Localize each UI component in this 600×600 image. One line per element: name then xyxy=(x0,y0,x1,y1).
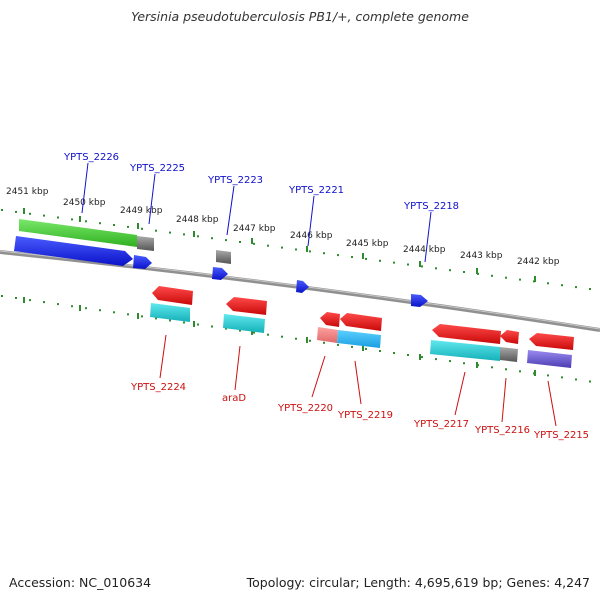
gene-label-ypts-2220[interactable]: YPTS_2220 xyxy=(277,403,333,414)
kbp-label: 2446 kbp xyxy=(290,231,333,241)
gene-arrow-ypts-2226[interactable] xyxy=(14,236,133,266)
gene-label-ypts-2225[interactable]: YPTS_2225 xyxy=(129,163,185,174)
gene-label-ypts-2226[interactable]: YPTS_2226 xyxy=(63,152,119,163)
gene-arrow-ypts-2216[interactable] xyxy=(500,330,519,344)
gene-label-ypts-2216[interactable]: YPTS_2216 xyxy=(474,425,530,436)
gene-arrow-ypts-2220[interactable] xyxy=(320,312,340,327)
upper-scale-track xyxy=(1,209,591,290)
kbp-label: 2447 kbp xyxy=(233,224,276,234)
gene-arrow-ypts-2223[interactable] xyxy=(212,267,228,280)
gene-label-ypts-2221[interactable]: YPTS_2221 xyxy=(288,185,344,196)
gene-label-ypts-2217[interactable]: YPTS_2217 xyxy=(413,419,469,430)
gene-arrow-ypts-2221[interactable] xyxy=(296,280,309,293)
gene-label-ypts-2218[interactable]: YPTS_2218 xyxy=(403,201,459,212)
gene-arrow-ypts-2224[interactable] xyxy=(152,286,193,305)
gene-label-ypts-2224[interactable]: YPTS_2224 xyxy=(130,382,186,393)
gene-arrow-ypts-2218[interactable] xyxy=(411,294,428,307)
gene-label-ypts-2223[interactable]: YPTS_2223 xyxy=(207,175,263,186)
cyan-annotation-ypts-2217[interactable] xyxy=(430,340,500,361)
accession-label: Accession: NC_010634 xyxy=(9,575,152,590)
gene-arrow-ypts-2217[interactable] xyxy=(432,324,501,344)
lower-scale-track xyxy=(1,295,591,383)
kbp-label: 2448 kbp xyxy=(176,215,219,225)
top-gene-leaders xyxy=(81,162,432,263)
upper-scale-ticks xyxy=(23,208,536,282)
gray-annotation-ypts-2216[interactable] xyxy=(500,347,518,362)
gene-arrow-ypts-2215[interactable] xyxy=(529,333,574,350)
gene-label-ypts-2219[interactable]: YPTS_2219 xyxy=(337,410,393,421)
bottom-gene-leaders xyxy=(159,334,557,427)
kbp-label: 2449 kbp xyxy=(120,206,163,216)
pink-annotation-ypts-2220[interactable] xyxy=(317,327,338,343)
cyan-annotation-ypts-2224[interactable] xyxy=(150,303,190,322)
kbp-label: 2443 kbp xyxy=(460,251,503,261)
kbp-label: 2450 kbp xyxy=(63,198,106,208)
cyan-annotation-arad[interactable] xyxy=(223,314,265,333)
gene-label-arad[interactable]: araD xyxy=(222,393,246,404)
kbp-label: 2442 kbp xyxy=(517,257,560,267)
genome-summary-label: Topology: circular; Length: 4,695,619 bp… xyxy=(246,575,590,590)
gene-label-ypts-2215[interactable]: YPTS_2215 xyxy=(533,430,589,441)
gray-annotation-block[interactable] xyxy=(137,236,154,251)
purple-annotation-ypts-2215[interactable] xyxy=(527,350,572,368)
green-annotation-bar[interactable] xyxy=(19,219,137,247)
kbp-label: 2445 kbp xyxy=(346,239,389,249)
kbp-labels: 2451 kbp 2450 kbp 2449 kbp 2448 kbp 2447… xyxy=(6,187,560,267)
lower-scale-ticks xyxy=(23,297,536,376)
gene-arrow-ypts-2225[interactable] xyxy=(133,255,152,269)
kbp-label: 2444 kbp xyxy=(403,245,446,255)
gene-arrow-arad[interactable] xyxy=(226,297,267,315)
genome-title: Yersinia pseudotuberculosis PB1/+, compl… xyxy=(131,9,469,24)
gene-arrow-ypts-2219[interactable] xyxy=(340,313,382,331)
kbp-label: 2451 kbp xyxy=(6,187,49,197)
gray-annotation-small[interactable] xyxy=(216,250,231,264)
skyblue-annotation-ypts-2219[interactable] xyxy=(337,330,381,348)
